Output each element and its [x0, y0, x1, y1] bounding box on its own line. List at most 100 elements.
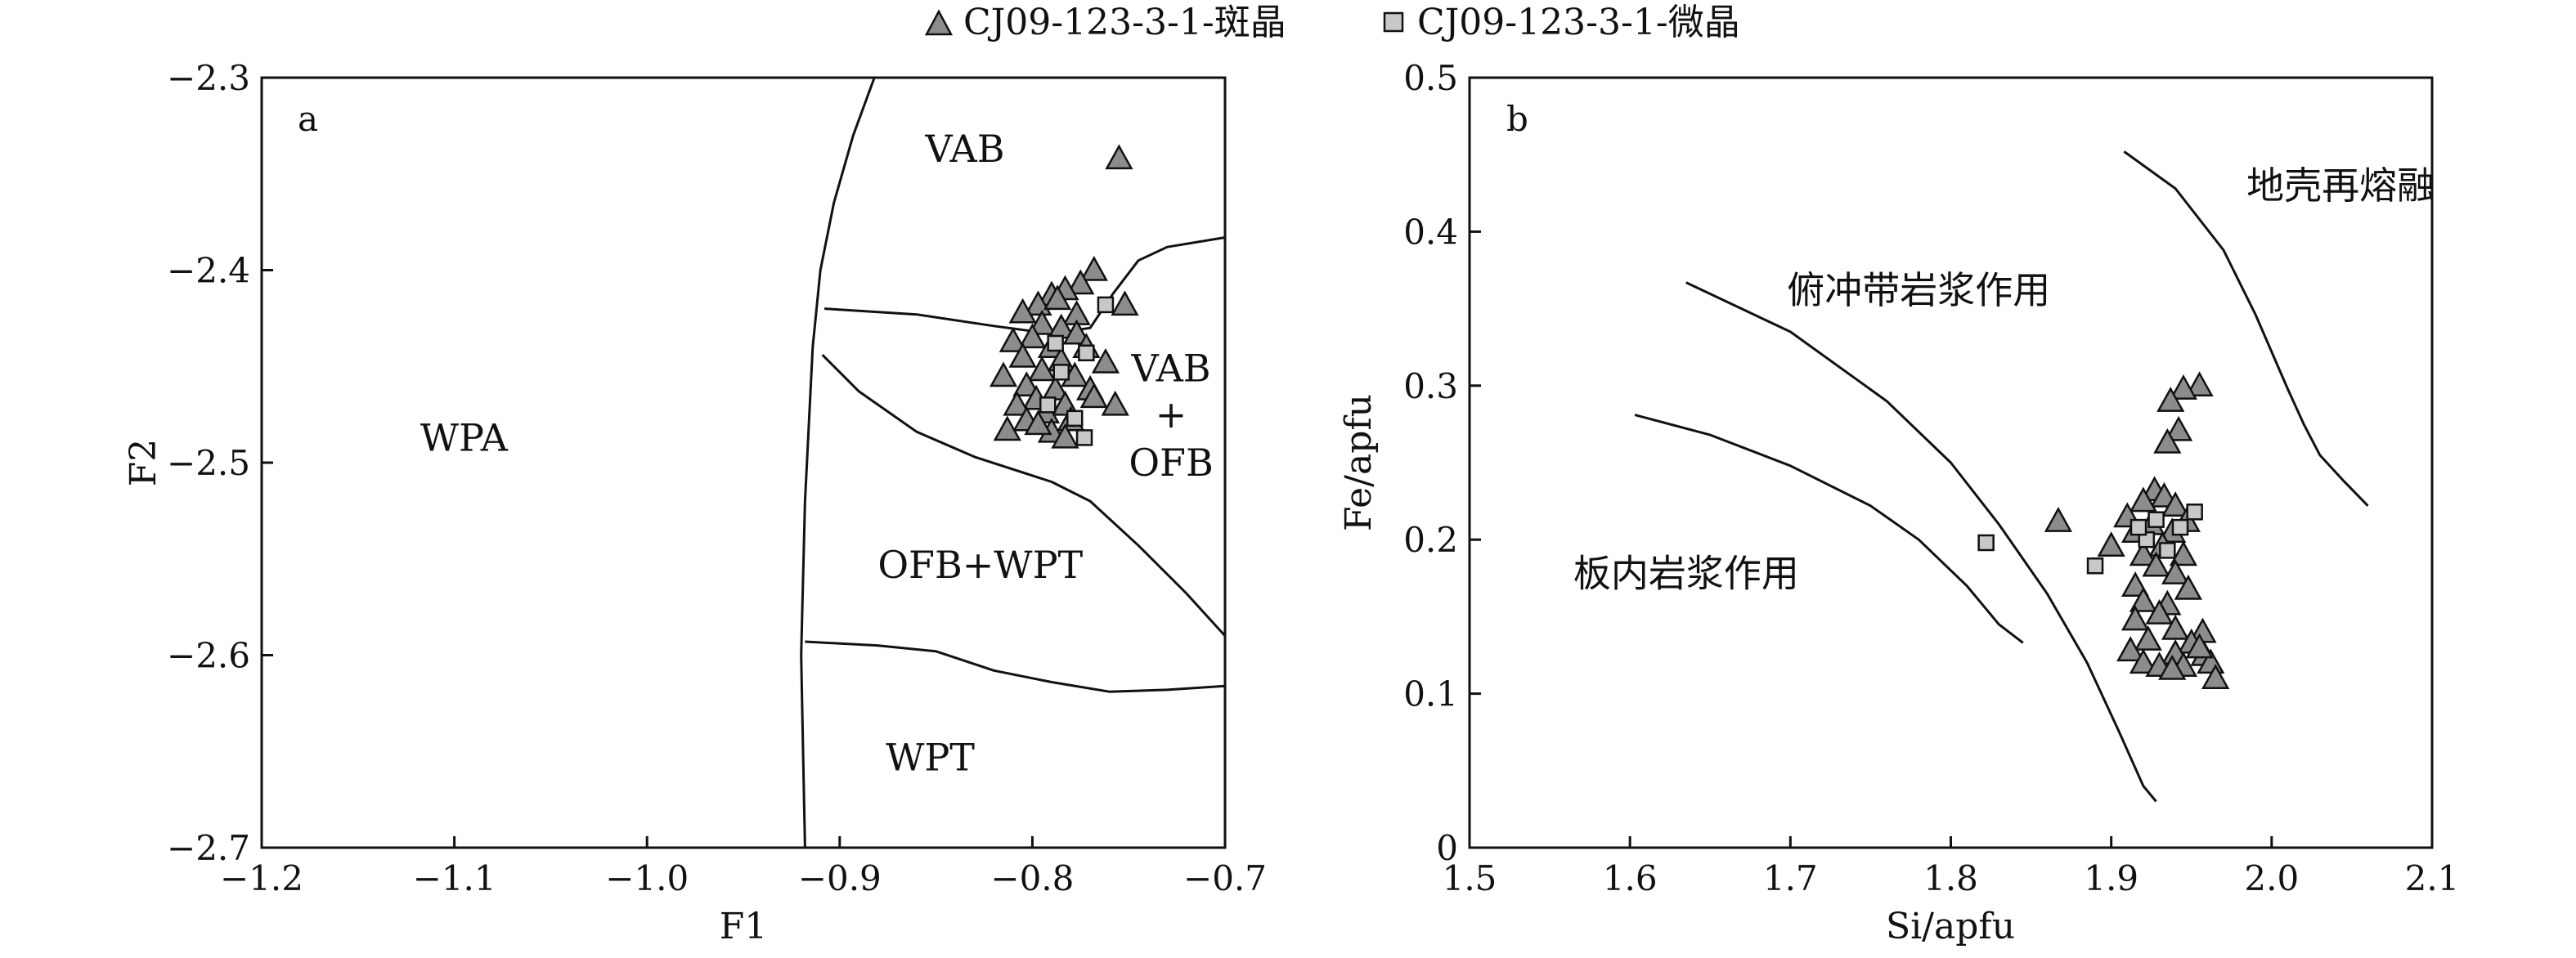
panel-b-x-tick-label: 1.9 [2084, 858, 2138, 898]
panel-b-field-boundaries [1634, 150, 2369, 803]
legend-square-marker [1383, 11, 1404, 33]
panel-b-microcryst-point [2086, 557, 2104, 575]
panel-b-phenocryst-point [2158, 654, 2187, 680]
panel-b-phenocryst-point [2097, 531, 2125, 557]
panel-b-x-tick-label: 1.7 [1763, 858, 1818, 898]
panel-a-phenocryst-point [989, 361, 1018, 387]
panel-b-microcryst-point [2147, 511, 2165, 528]
panel-a-x-axis-label: F1 [720, 906, 768, 947]
panel-a-microcryst-point [1039, 396, 1057, 414]
panel-a-x-tick-label: −0.9 [798, 858, 882, 898]
panel-b-phenocryst-point [2153, 428, 2182, 454]
panel-b-phenocryst-point [2044, 507, 2073, 532]
panel-b-phenocryst-point [2129, 586, 2158, 612]
panel-b-phenocryst-point [2145, 599, 2174, 624]
panel-a-microcryst-point [1066, 410, 1084, 428]
panel-b-phenocryst-point [2156, 387, 2185, 412]
panel-b-phenocryst-point [2116, 636, 2145, 662]
panel-a-phenocryst-point [1101, 390, 1129, 416]
panel-a-phenocryst-point [1008, 342, 1037, 368]
panel-b-field-label: 板内岩浆作用 [1573, 552, 1799, 596]
panel-b-x-tick-label: 1.5 [1443, 858, 1497, 898]
panel-b-phenocryst-point [2169, 374, 2198, 400]
panel-b-microcryst-point [2171, 518, 2189, 536]
panel-a-phenocryst-point [1051, 423, 1079, 449]
panel-a-y-tick-label: −2.7 [167, 828, 250, 868]
panel-a-phenocryst-point [1079, 383, 1108, 409]
panel-a-microcryst-point [1052, 364, 1070, 381]
panel-b-axes: 1.5 1.6 1.7 1.8 1.9 2.0 2.1 0 0.1 0.2 0.3 0.4 0.5 [1403, 58, 2459, 898]
panel-a-phenocryst-point [1012, 371, 1041, 397]
panel-b-boundary-line-3 [1634, 414, 2024, 644]
panel-b-x-tick-label: 2.0 [2244, 858, 2299, 898]
panel-b-phenocryst-point [2129, 540, 2158, 566]
legend: CJ09-123-3-1-斑晶 CJ09-123-3-1-微晶 [924, 2, 1740, 43]
panel-a-phenocryst-point [1105, 144, 1133, 170]
panel-b-phenocryst-point [2161, 614, 2190, 640]
panel-b-phenocryst-point [2164, 415, 2193, 441]
panel-a-x-tick-label: −1.1 [413, 858, 496, 898]
panel-a-phenocryst-point [1091, 347, 1120, 374]
panel-a-axes: −1.2 −1.1 −1.0 −0.9 −0.8 −0.7 −2.3 −2.4 −2.5 −2.6… [167, 58, 1267, 898]
panel-b-y-tick-label: 0.1 [1403, 674, 1458, 714]
panel-a-label: a [298, 99, 318, 139]
panel-a-boundary-line-2 [824, 236, 1226, 335]
panel-b-phenocryst-point [2169, 540, 2198, 566]
panel-a-boundary-line-1 [800, 77, 876, 848]
panel-a-x-tick-label: −0.7 [1183, 858, 1267, 898]
panel-b-microcryst-point [2129, 518, 2147, 536]
panel-b-phenocryst-point [2129, 486, 2158, 513]
panel-b-phenocryst-point [2120, 605, 2150, 631]
panel-a-phenocryst-point [1018, 323, 1047, 349]
panel-a-data-points [989, 144, 1139, 449]
panel-a-f1-f2-diagram: −1.2 −1.1 −1.0 −0.9 −0.8 −0.7 −2.3 −2.4 −2.5 −2.6… [123, 58, 1267, 947]
panel-b-phenocryst-point [2174, 574, 2202, 600]
panel-b-y-axis-label: Fe/apfu [1338, 394, 1380, 531]
panel-b-si-fe-diagram: 1.5 1.6 1.7 1.8 1.9 2.0 2.1 0 0.1 0.2 0.3 0.4 0.5 地壳… [1338, 58, 2459, 947]
panel-a-y-tick-label: −2.3 [167, 58, 250, 98]
panel-a-field-label: WPT [886, 735, 975, 779]
panel-a-microcryst-point [1097, 296, 1115, 314]
panel-b-phenocryst-point [2161, 491, 2190, 517]
panel-b-field-label: 俯冲带岩浆作用 [1787, 268, 2050, 312]
panel-a-field-boundaries [800, 77, 1227, 848]
panel-b-y-tick-label: 0.5 [1403, 58, 1458, 98]
panel-a-phenocryst-point [1043, 284, 1072, 311]
panel-b-label: b [1506, 99, 1528, 139]
panel-a-phenocryst-point [993, 415, 1021, 441]
panel-a-phenocryst-point [1062, 319, 1091, 345]
panel-a-phenocryst-point [1066, 269, 1095, 295]
panel-a-microcryst-point [1078, 344, 1095, 362]
panel-a-boundary-line-4 [805, 640, 1226, 693]
panel-b-boundary-line-2 [1685, 281, 2157, 803]
legend-label-phenocryst: CJ09-123-3-1-斑晶 [963, 2, 1286, 43]
panel-b-x-tick-label: 1.6 [1603, 858, 1658, 898]
legend-triangle-marker [924, 9, 954, 36]
panel-a-phenocryst-point [1079, 255, 1108, 281]
panel-a-field-label: WPA [420, 415, 509, 459]
panel-a-plot-frame [260, 76, 1227, 849]
panel-b-microcryst-point [1977, 534, 1995, 552]
panel-a-field-label: VAB [1130, 347, 1210, 391]
panel-a-y-axis-label: F2 [123, 439, 164, 487]
panel-b-phenocryst-point [2201, 664, 2230, 690]
panel-b-microcryst-point [2159, 542, 2176, 559]
panel-a-boundary-line-3 [821, 354, 1227, 637]
panel-a-x-tick-label: −0.8 [990, 858, 1074, 898]
panel-b-phenocryst-point [2142, 551, 2170, 577]
panel-a-field-label: + [1156, 392, 1187, 436]
panel-a-phenocryst-point [1111, 290, 1139, 316]
panel-a-microcryst-point [1047, 334, 1064, 352]
panel-a-phenocryst-point [999, 327, 1027, 352]
panel-b-microcryst-point [2186, 504, 2203, 521]
legend-label-microcryst: CJ09-123-3-1-微晶 [1417, 2, 1740, 43]
panel-b-y-tick-label: 0 [1436, 828, 1458, 868]
panel-b-phenocryst-point [2185, 371, 2214, 397]
panel-b-field-label: 地壳再熔融 [2246, 163, 2435, 208]
panel-a-field-label: OFB+WPT [877, 543, 1083, 587]
panel-a-phenocryst-point [1024, 410, 1052, 436]
panel-a-phenocryst-point [1028, 356, 1057, 382]
